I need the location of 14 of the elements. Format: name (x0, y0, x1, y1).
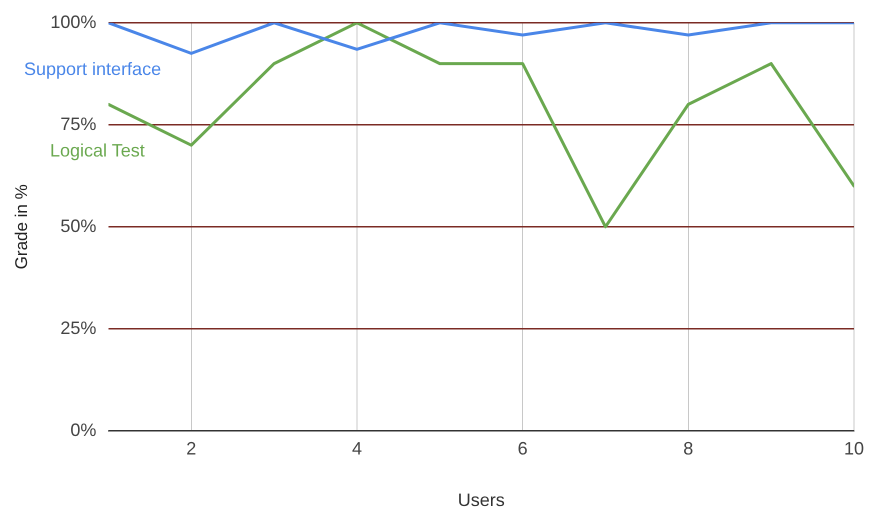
y-tick-label: 0% (70, 420, 96, 440)
series-label: Support interface (24, 58, 162, 79)
x-tick-label: 6 (518, 438, 528, 459)
y-tick-label: 25% (60, 318, 96, 338)
y-tick-label: 100% (50, 12, 96, 32)
series-label: Logical Test (50, 140, 145, 160)
x-tick-label: 10 (844, 438, 864, 459)
y-axis-title: Grade in % (12, 184, 31, 270)
x-tick-label: 8 (683, 438, 694, 459)
y-tick-label: 50% (60, 216, 96, 236)
x-tick-label: 2 (186, 438, 196, 459)
x-axis-title: Users (458, 490, 505, 510)
x-tick-label: 4 (352, 438, 362, 459)
y-tick-label: 75% (60, 114, 96, 134)
